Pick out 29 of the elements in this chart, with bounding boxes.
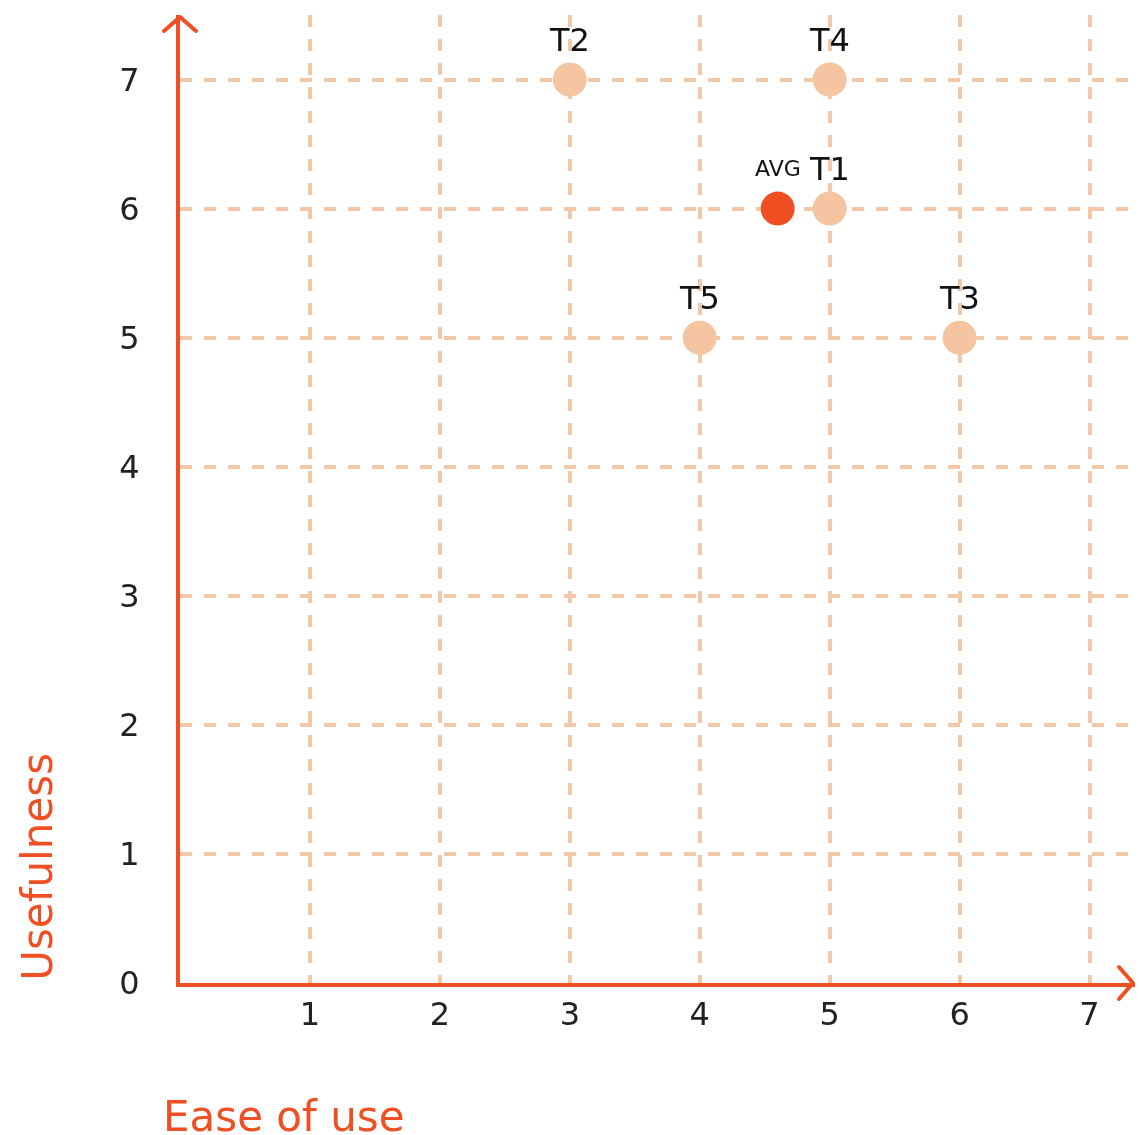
y-tick-label: 4 [119, 447, 140, 486]
x-tick-label: 2 [429, 995, 451, 1034]
point [682, 320, 717, 355]
y-tick-label: 3 [119, 577, 140, 615]
x-tick-label: 3 [559, 995, 580, 1034]
y-axis-title: Usefulness [12, 752, 62, 981]
x-axis-title: Ease of use [163, 1092, 405, 1135]
annotation: T4 [809, 21, 850, 59]
point [552, 62, 587, 97]
x-tick-label: 5 [819, 995, 840, 1034]
x-tick-label: 4 [689, 995, 710, 1034]
annotation: AVG [755, 156, 801, 181]
annotation: T2 [549, 21, 590, 59]
x-tick-label: 1 [299, 995, 321, 1034]
x-tick-label: 7 [1079, 995, 1100, 1034]
point [942, 320, 977, 355]
x-tick-label: 6 [949, 995, 970, 1034]
point [812, 62, 847, 97]
annotation: T1 [809, 150, 850, 188]
annotation: T5 [679, 279, 720, 317]
y-tick-label: 1 [119, 835, 140, 874]
point [812, 191, 847, 226]
annotation: T3 [939, 279, 980, 317]
y-tick-label: 2 [119, 706, 140, 745]
y-tick-label: 7 [119, 60, 140, 99]
y-tick-label: 5 [119, 318, 140, 357]
y-tick-label: 0 [119, 964, 140, 1003]
y-tick-label: 6 [119, 189, 140, 228]
point [760, 191, 795, 226]
